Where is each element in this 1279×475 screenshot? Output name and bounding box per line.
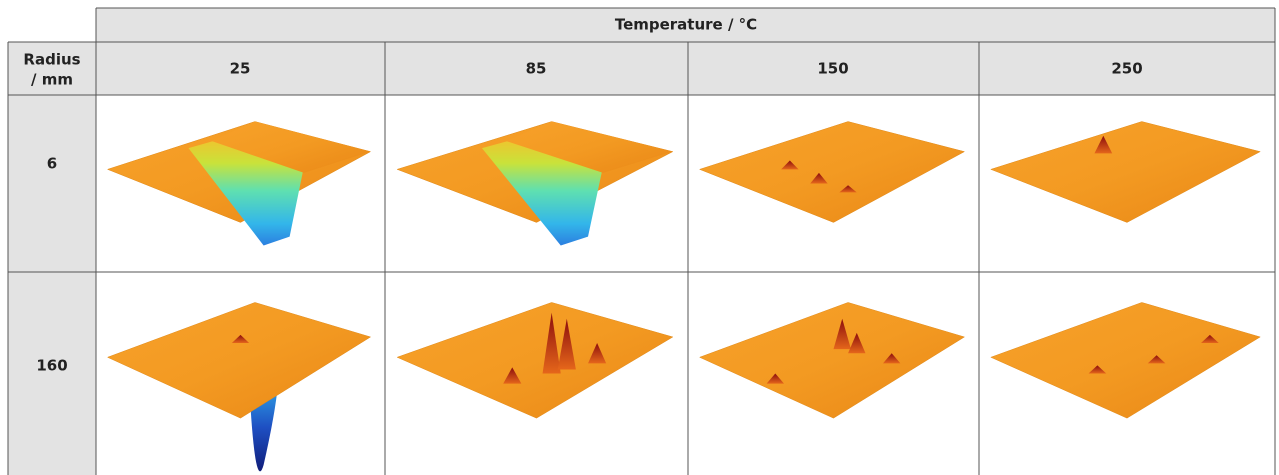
plot-surface bbox=[700, 122, 965, 223]
surface-plot bbox=[108, 302, 371, 471]
column-header: 25 bbox=[230, 60, 251, 78]
super-header: Temperature / °C bbox=[615, 16, 757, 34]
row-header: 160 bbox=[36, 357, 67, 375]
surface-plot bbox=[700, 122, 965, 223]
row-header-background bbox=[8, 42, 96, 475]
column-header: 250 bbox=[1111, 60, 1142, 78]
plot-surface bbox=[108, 302, 371, 418]
row-header: 6 bbox=[47, 155, 57, 173]
surface-plot bbox=[700, 302, 965, 418]
table-figure: Temperature / °C Radius / mm 25 85 150 2… bbox=[0, 0, 1279, 475]
surface-plot bbox=[397, 122, 673, 246]
surface-plots bbox=[108, 122, 1261, 472]
plot-surface bbox=[700, 302, 965, 418]
column-header: 150 bbox=[817, 60, 848, 78]
plot-surface bbox=[991, 122, 1260, 223]
surface-plot bbox=[397, 302, 673, 418]
surface-plot bbox=[108, 122, 371, 246]
plot-surface bbox=[397, 302, 673, 418]
plot-surface bbox=[991, 302, 1260, 418]
row-header-title: / mm bbox=[31, 71, 73, 89]
surface-plot bbox=[991, 122, 1260, 223]
row-header-title: Radius bbox=[23, 51, 80, 69]
column-header: 85 bbox=[526, 60, 547, 78]
surface-plot bbox=[991, 302, 1260, 418]
